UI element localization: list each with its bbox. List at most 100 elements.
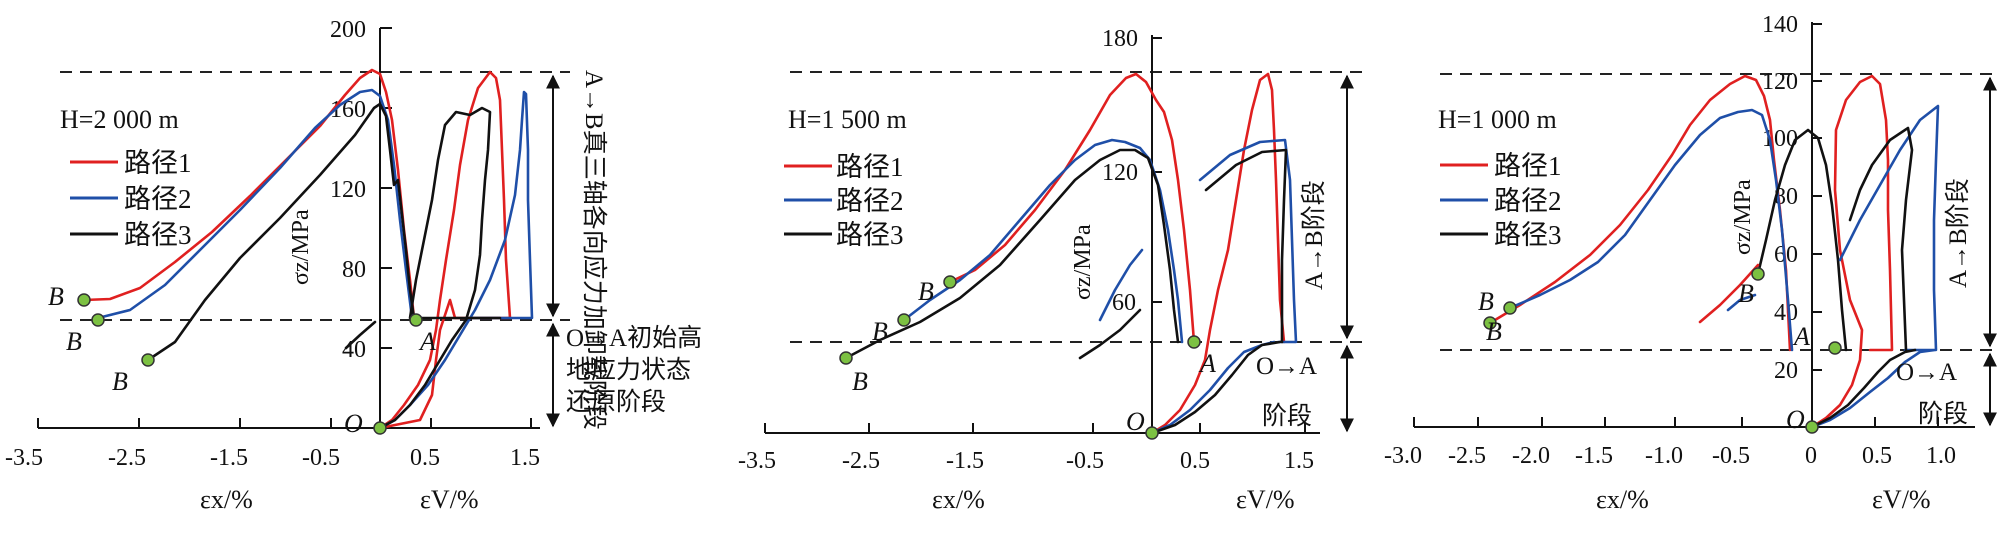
point-A <box>409 313 423 327</box>
x-tick-label: -3.5 <box>5 445 43 471</box>
legend-label-path3: 路径3 <box>124 220 192 250</box>
stage-annotation-upper: A→B阶段 <box>1944 178 1972 288</box>
x-axis-label-ex: εx/% <box>200 485 253 514</box>
stage-annotation-lower-3: 还原阶段 <box>566 388 666 416</box>
stage-annotation-lower-2: 地应力状态 <box>566 356 691 384</box>
y-axis-label: σz/MPa <box>1730 179 1756 255</box>
curve-path3-ev <box>1150 148 1288 435</box>
stage-annotation-lower-1: O→A <box>1256 353 1317 380</box>
curve-path2-ev <box>378 90 534 430</box>
x-tick-label: 0.5 <box>410 445 440 471</box>
point-A <box>1187 335 1201 349</box>
x-tick-label: -0.5 <box>302 445 340 471</box>
x-ticks <box>1413 417 1939 427</box>
curve-path3-ex <box>146 102 416 362</box>
legend-label-path1: 路径1 <box>124 148 192 178</box>
point-O <box>373 421 387 435</box>
legend-label-path3: 路径3 <box>1494 220 1562 250</box>
x-tick-label: -0.5 <box>1712 443 1750 469</box>
y-tick-label: 140 <box>1762 12 1798 38</box>
point-label-B: B <box>1478 287 1494 316</box>
x-ticks <box>764 423 1306 433</box>
point-O <box>1805 420 1819 434</box>
point-label-B: B <box>1738 279 1754 308</box>
x-tick-label: -1.5 <box>1575 443 1613 469</box>
point-label-O: O <box>1126 407 1145 436</box>
x-tick-label: 0.5 <box>1862 443 1892 469</box>
curve-path2-ex <box>96 88 414 320</box>
stage-annotation-upper: A→B真三轴各向应力加卸载阶段 <box>580 70 608 430</box>
point-B-path3 <box>141 353 155 367</box>
legend-label-path2: 路径2 <box>836 186 904 216</box>
x-tick-label: 1.5 <box>1284 448 1314 474</box>
x-tick-label: -1.0 <box>1645 443 1683 469</box>
y-tick-label: 60 <box>1112 290 1136 316</box>
legend-label-path1: 路径1 <box>1494 151 1562 181</box>
stage-annotation-lower-1: O→A初始高 <box>566 324 702 352</box>
curve-path2-ex <box>902 138 1184 344</box>
y-tick-label: 200 <box>330 17 366 43</box>
stage-annotation-lower-2: 阶段 <box>1918 400 1968 428</box>
x-tick-label: -2.5 <box>842 448 880 474</box>
point-B-path2 <box>897 313 911 327</box>
point-label-O: O <box>1786 405 1805 434</box>
x-ticks <box>37 418 532 428</box>
point-label-B: B <box>918 277 934 306</box>
point-B-path3 <box>1751 267 1765 281</box>
y-tick-label: 40 <box>1774 300 1798 326</box>
point-label-B: B <box>852 367 868 396</box>
curve-path3-ex <box>844 148 1180 360</box>
depth-label: H=2 000 m <box>60 105 179 134</box>
curve-path2-ev <box>1810 104 1940 429</box>
x-tick-label: 1.0 <box>1926 443 1956 469</box>
point-B-path2 <box>91 313 105 327</box>
stage-annotation-lower-1: O→A <box>1896 359 1957 386</box>
point-label-A: A <box>1198 349 1216 378</box>
point-B-path3 <box>839 351 853 365</box>
legend-label-path2: 路径2 <box>1494 186 1562 216</box>
x-axis-label-ev: εV/% <box>1872 485 1931 514</box>
curve-path3-hook <box>344 320 377 350</box>
point-B-path1 <box>1503 301 1517 315</box>
depth-label: H=1 500 m <box>788 105 907 134</box>
x-tick-label: -1.5 <box>210 445 248 471</box>
curve-path2-ex <box>1508 108 1794 352</box>
legend-label-path2: 路径2 <box>124 184 192 214</box>
curve-path3-ev <box>378 106 502 430</box>
curve-path3-ev <box>1810 126 1917 429</box>
y-ticks <box>1812 23 1822 371</box>
curve-path1-ev <box>1810 74 1894 429</box>
x-tick-label: -0.5 <box>1066 448 1104 474</box>
x-axis-label-ev: εV/% <box>1236 485 1295 514</box>
point-label-A: A <box>418 327 436 356</box>
x-tick-label: 0 <box>1805 443 1817 469</box>
point-B-path1 <box>77 293 91 307</box>
curve-path1-ev <box>378 70 512 430</box>
y-tick-label: 120 <box>330 177 366 203</box>
point-label-B: B <box>48 282 64 311</box>
y-tick-label: 120 <box>1102 160 1138 186</box>
panel-h1000: -3.0 -2.5 -2.0 -1.5 -1.0 -0.5 0 0.5 1.0 … <box>1384 12 2000 514</box>
legend-label-path3: 路径3 <box>836 220 904 250</box>
x-tick-label: -2.5 <box>108 445 146 471</box>
point-A <box>1828 341 1842 355</box>
y-tick-label: 180 <box>1102 26 1138 52</box>
point-O <box>1145 426 1159 440</box>
y-axis-label: σz/MPa <box>288 209 314 285</box>
x-axis-label-ex: εx/% <box>1596 485 1649 514</box>
stage-annotation-upper: A→B阶段 <box>1300 180 1328 290</box>
point-B-path2 <box>1483 316 1497 330</box>
point-label-B: B <box>872 317 888 346</box>
curve-path2-ev <box>1150 138 1298 435</box>
x-axis-label-ex: εx/% <box>932 485 985 514</box>
stage-annotation-lower-2: 阶段 <box>1262 402 1312 430</box>
x-tick-label: 1.5 <box>510 445 540 471</box>
x-tick-label: -2.0 <box>1512 443 1550 469</box>
x-tick-label: -1.5 <box>946 448 984 474</box>
curve-path2-hook <box>1098 248 1144 322</box>
x-axis-label-ev: εV/% <box>420 485 479 514</box>
y-tick-label: 120 <box>1762 69 1798 95</box>
point-label-A: A <box>1792 322 1810 351</box>
y-axis-label: σz/MPa <box>1070 224 1096 300</box>
